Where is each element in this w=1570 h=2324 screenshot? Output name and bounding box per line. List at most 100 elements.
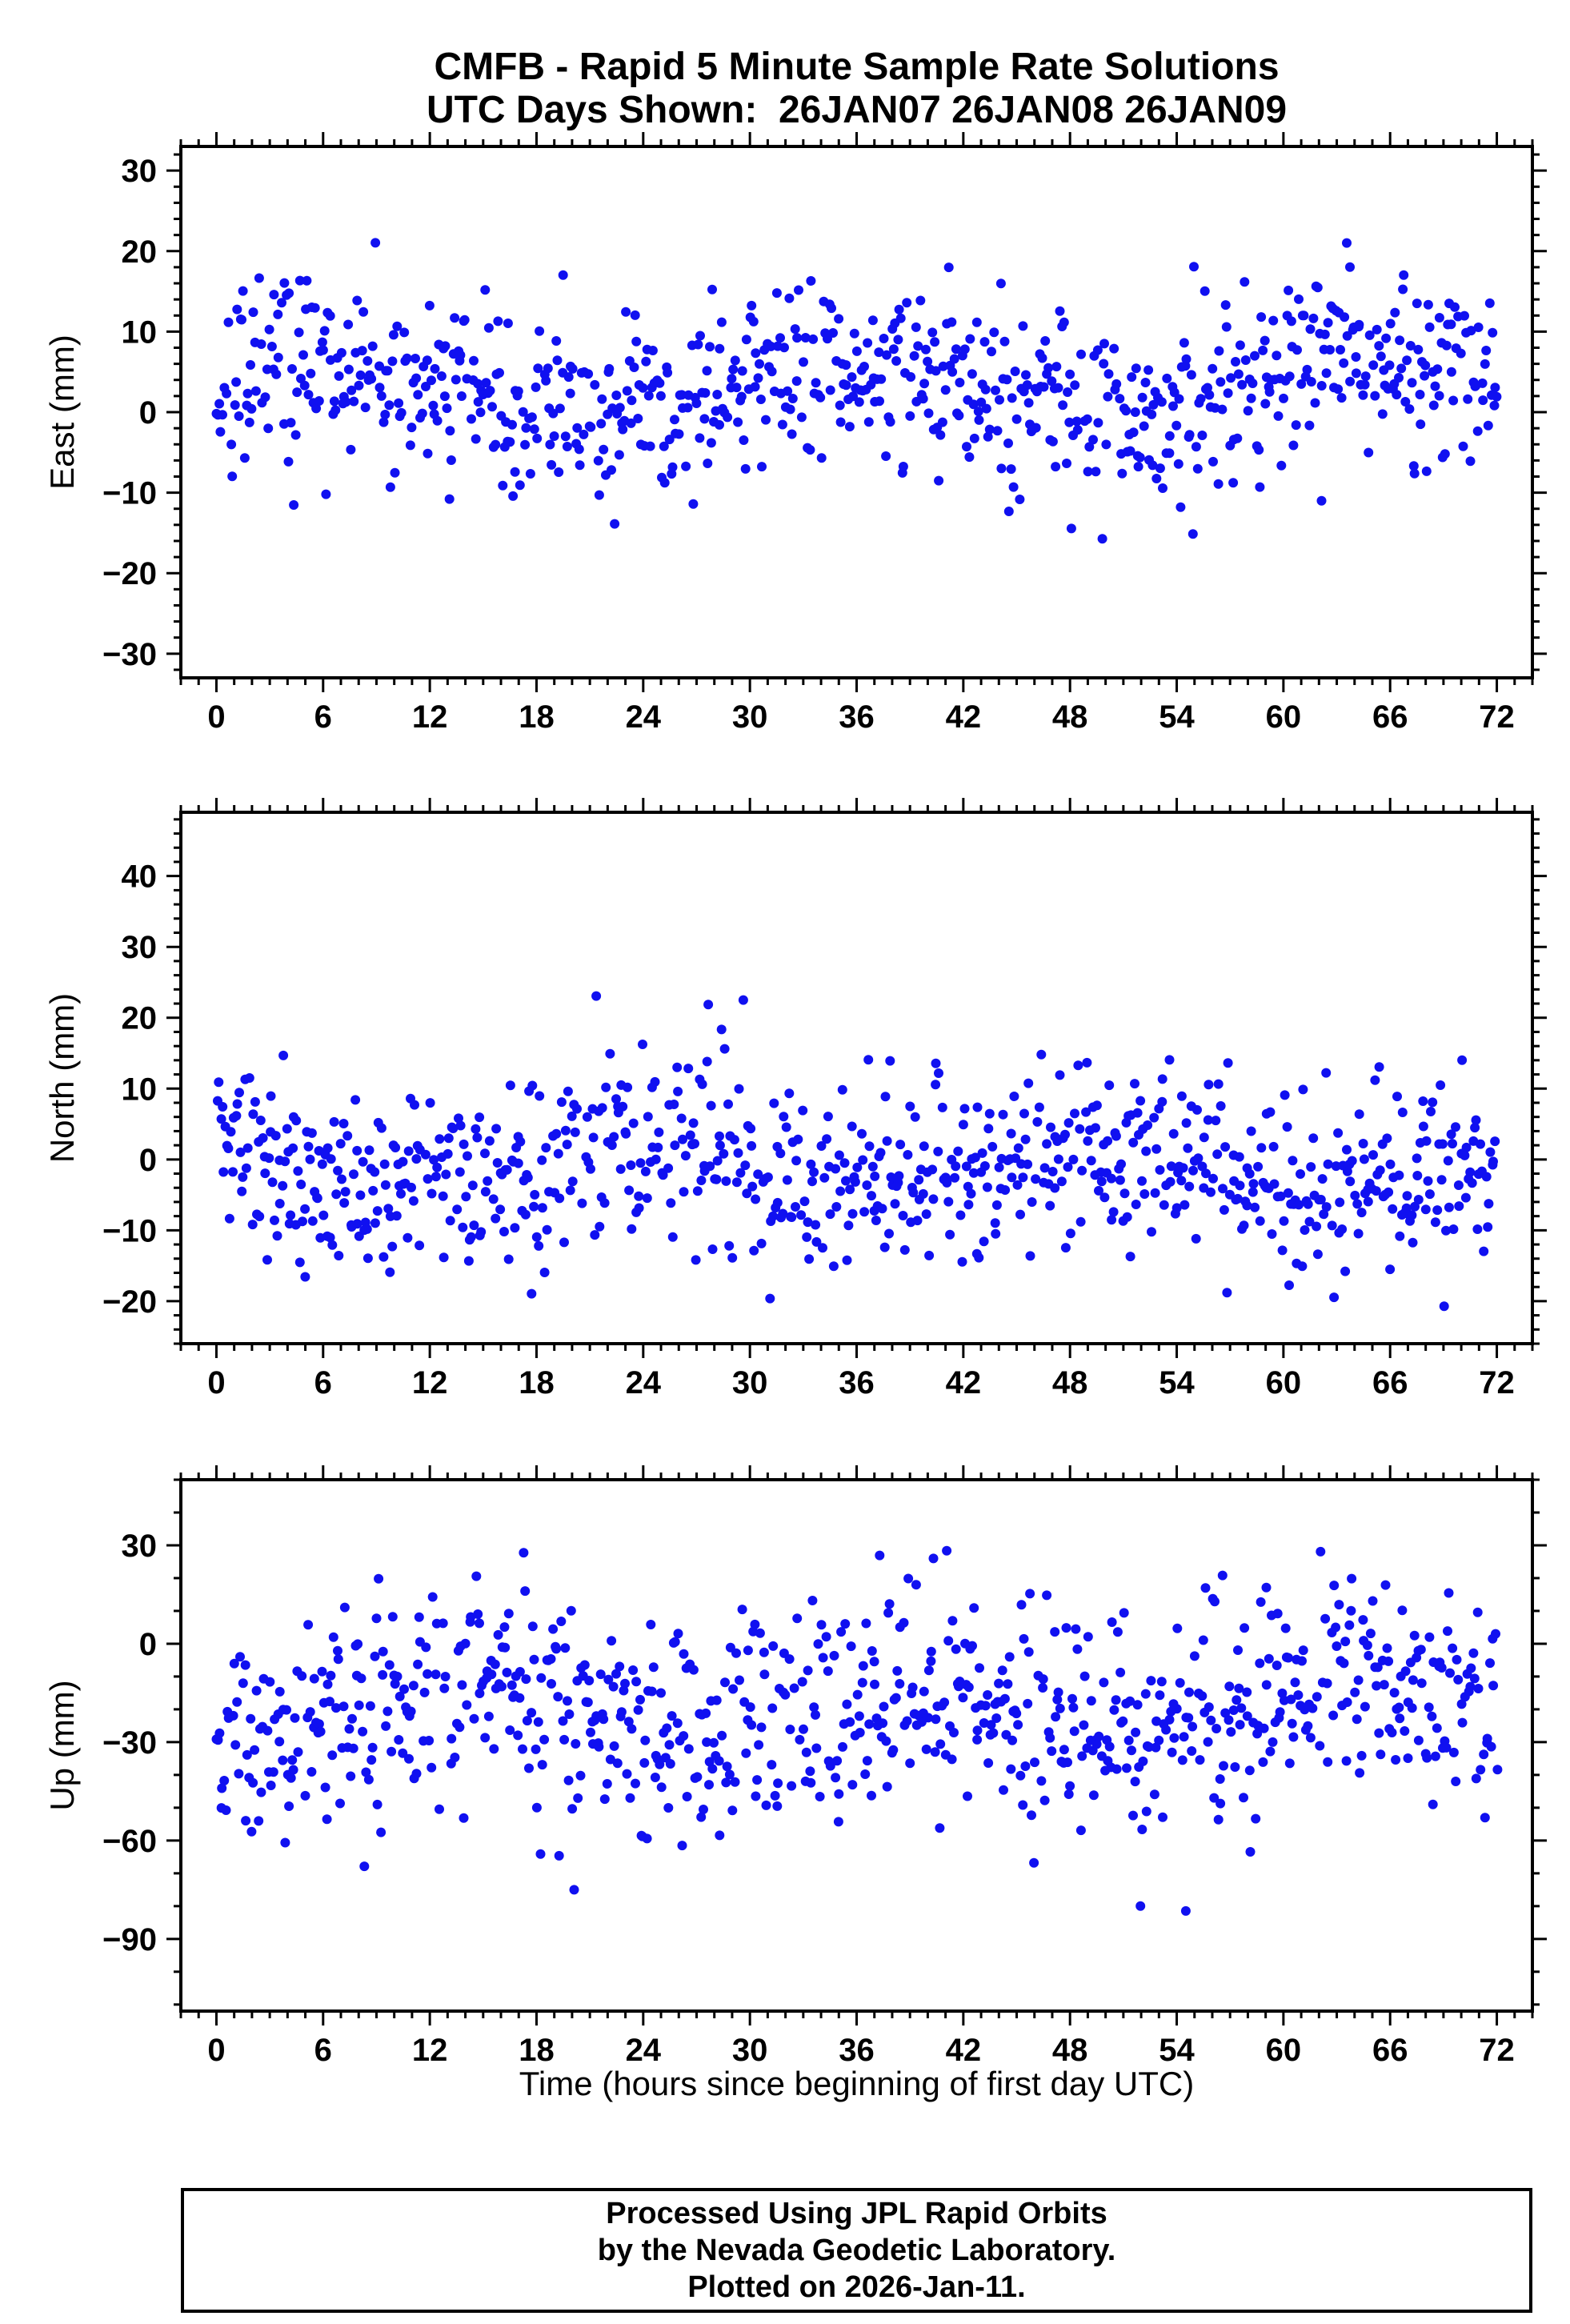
data-point: [1131, 1200, 1141, 1209]
data-point: [321, 489, 331, 499]
data-point: [559, 1734, 570, 1745]
y-tick-label: −30: [102, 637, 157, 672]
data-point: [584, 1676, 595, 1685]
data-point: [947, 1616, 958, 1626]
data-point: [1466, 326, 1476, 336]
data-point: [973, 407, 983, 417]
data-point: [388, 330, 399, 340]
east-axis-label: East (mm): [43, 335, 81, 490]
data-point: [747, 1720, 757, 1730]
data-point: [394, 398, 404, 408]
data-point: [235, 1652, 245, 1662]
data-point: [724, 1769, 735, 1780]
data-point: [621, 307, 631, 317]
data-point: [1213, 1079, 1224, 1089]
data-point: [1235, 340, 1245, 351]
data-point: [1374, 341, 1384, 351]
data-point: [360, 403, 370, 413]
data-point: [1305, 324, 1316, 335]
data-point: [499, 1622, 510, 1633]
data-point: [403, 1146, 414, 1156]
data-point: [563, 1086, 573, 1096]
data-point: [503, 1254, 514, 1264]
data-point: [918, 1188, 928, 1199]
data-point: [794, 285, 803, 295]
data-point: [1138, 1756, 1148, 1766]
data-point: [1364, 447, 1374, 458]
data-point: [489, 1744, 499, 1754]
data-point: [365, 1701, 375, 1711]
data-point: [306, 1128, 317, 1138]
data-point: [1217, 404, 1228, 415]
data-point: [317, 1666, 327, 1677]
data-point: [733, 417, 743, 427]
data-point: [1272, 1661, 1282, 1670]
data-point: [326, 1154, 336, 1164]
data-point: [1184, 1687, 1194, 1697]
data-point: [998, 1109, 1008, 1120]
data-point: [919, 1686, 929, 1697]
data-point: [1169, 1733, 1180, 1743]
data-point: [326, 1670, 336, 1681]
data-point: [735, 1168, 746, 1178]
data-point: [923, 1713, 933, 1723]
data-point: [867, 1161, 878, 1172]
data-point: [837, 1084, 847, 1095]
data-point: [959, 344, 970, 355]
data-point: [491, 1124, 502, 1134]
data-point: [1412, 1153, 1422, 1164]
data-point: [647, 346, 658, 355]
data-point: [751, 1194, 761, 1204]
data-point: [1460, 1150, 1470, 1160]
data-point: [885, 1056, 895, 1066]
data-point: [1029, 1857, 1039, 1868]
data-point: [839, 1158, 850, 1168]
data-point: [969, 433, 979, 443]
data-point: [966, 1188, 976, 1199]
data-point: [1023, 1159, 1033, 1169]
data-point: [863, 1055, 874, 1065]
data-point: [712, 1156, 723, 1166]
data-point: [595, 1221, 605, 1232]
data-point: [1288, 1156, 1298, 1166]
data-point: [816, 453, 827, 463]
data-point: [472, 1132, 483, 1143]
data-point: [1051, 1712, 1061, 1722]
data-point: [858, 1155, 868, 1165]
data-point: [1481, 346, 1492, 355]
data-point: [740, 1160, 751, 1171]
data-point: [707, 1764, 718, 1774]
data-point: [761, 415, 771, 425]
data-point: [466, 1232, 476, 1242]
data-point: [1372, 1681, 1382, 1691]
data-point: [1237, 379, 1248, 390]
data-point: [286, 1210, 296, 1220]
data-point: [801, 1747, 811, 1757]
data-point: [666, 1198, 676, 1208]
data-point: [560, 431, 571, 442]
data-point: [975, 1663, 984, 1673]
data-point: [319, 326, 330, 336]
data-point: [1420, 371, 1430, 381]
y-tick-label: 0: [139, 1143, 157, 1178]
data-point: [1457, 1055, 1468, 1065]
data-point: [329, 1116, 339, 1127]
data-point: [1219, 1204, 1229, 1215]
data-point: [1115, 1667, 1126, 1677]
data-point: [475, 407, 486, 418]
data-point: [459, 1813, 469, 1823]
data-point: [383, 1204, 394, 1214]
data-point: [1448, 1224, 1459, 1234]
data-point: [1471, 1773, 1481, 1784]
footer-box: Processed Using JPL Rapid Orbits by the …: [181, 2188, 1532, 2313]
data-point: [782, 1175, 792, 1185]
data-point: [1133, 462, 1143, 472]
data-point: [1016, 1600, 1027, 1610]
data-point: [947, 1754, 957, 1765]
data-point: [405, 440, 415, 451]
data-point: [1441, 340, 1452, 351]
data-point: [621, 1128, 631, 1139]
data-point: [1055, 306, 1065, 316]
data-point: [1219, 1761, 1228, 1771]
